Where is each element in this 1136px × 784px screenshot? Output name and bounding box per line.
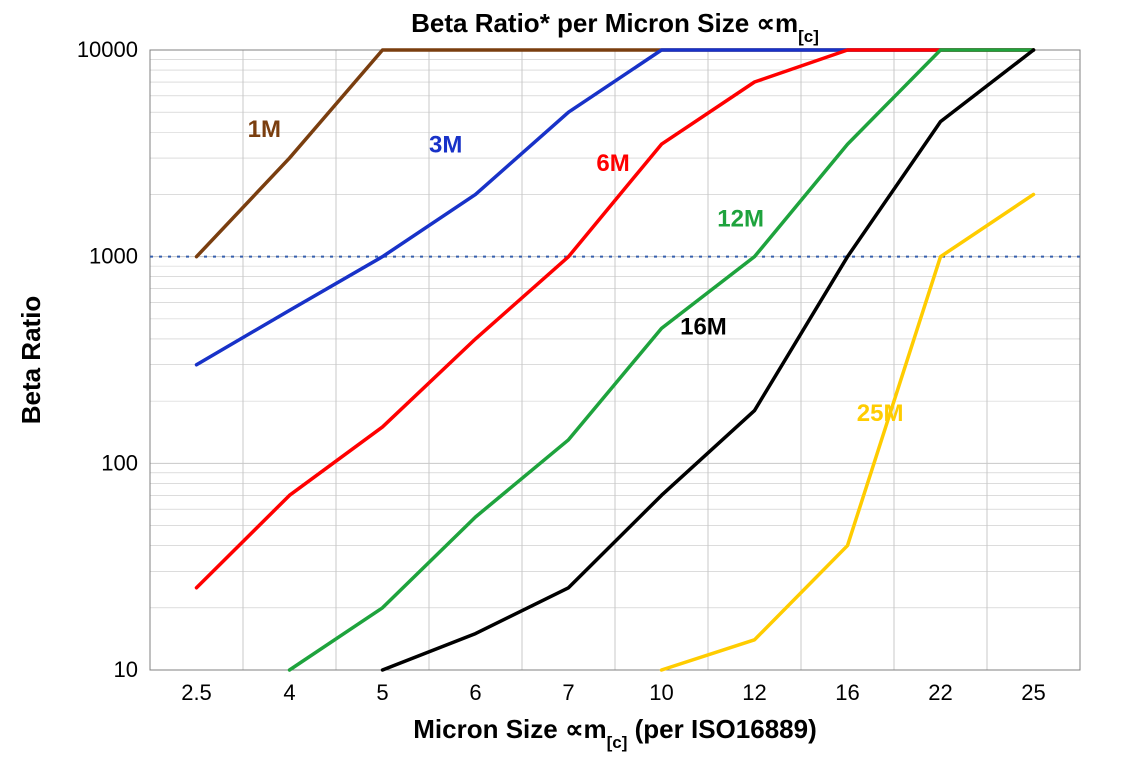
x-tick-label: 10 <box>649 680 673 705</box>
x-tick-label: 4 <box>283 680 295 705</box>
beta-ratio-chart: 1M 3M 6M 12M 16M 25M 10 100 1000 10000 2.5 4 5 6 7 10 12… <box>0 0 1136 784</box>
x-tick-label: 7 <box>562 680 574 705</box>
x-tick-label: 6 <box>469 680 481 705</box>
series-label-12M: 12M <box>717 205 764 232</box>
x-tick-label: 2.5 <box>181 680 212 705</box>
x-tick-label: 25 <box>1021 680 1045 705</box>
series-label-25M: 25M <box>857 400 904 427</box>
y-tick-label: 10 <box>114 657 138 682</box>
series-label-3M: 3M <box>429 131 462 158</box>
y-tick-label: 1000 <box>89 244 138 269</box>
series-label-1M: 1M <box>248 116 281 143</box>
series-label-16M: 16M <box>680 314 727 341</box>
x-tick-label: 16 <box>835 680 859 705</box>
x-tick-label: 5 <box>376 680 388 705</box>
y-tick-label: 100 <box>101 450 138 475</box>
y-axis-title: Beta Ratio <box>16 296 46 425</box>
x-tick-label: 12 <box>742 680 766 705</box>
series-label-6M: 6M <box>596 150 629 177</box>
chart-container: { "chart": { "type": "line", "title": "B… <box>0 0 1136 784</box>
x-tick-label: 22 <box>928 680 952 705</box>
y-tick-label: 10000 <box>77 37 138 62</box>
